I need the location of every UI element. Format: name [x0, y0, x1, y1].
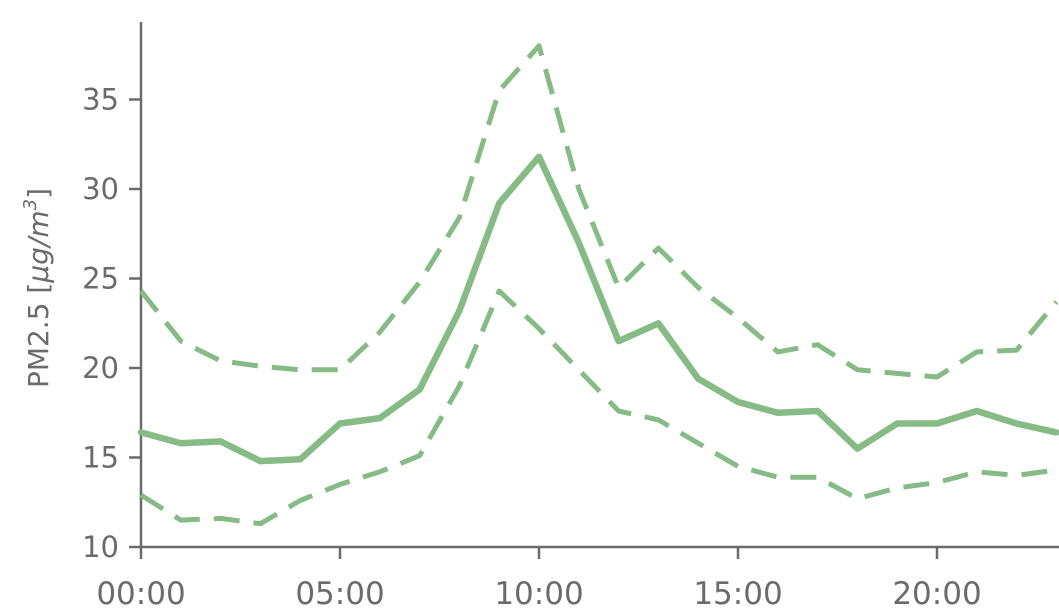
y-tick-label: 30	[82, 172, 119, 206]
y-axis-label-base: PM2.5 [	[22, 283, 55, 388]
y-axis-label: PM2.5 [μg/m3]	[20, 188, 55, 388]
x-tick-label: 05:00	[295, 576, 384, 612]
series-mean-line	[137, 153, 1059, 465]
y-tick-label: 15	[82, 441, 119, 475]
series-upper-dashed-line	[139, 43, 1059, 380]
x-ticks: 00:00 05:00 10:00 15:00 20:00	[96, 547, 982, 612]
x-tick-label: 10:00	[494, 576, 583, 612]
y-tick-label: 25	[82, 262, 119, 296]
series-group	[137, 43, 1059, 527]
y-axis-label-close: ]	[22, 188, 55, 199]
y-tick-label: 35	[82, 83, 119, 117]
x-tick-label: 00:00	[96, 576, 185, 612]
y-tick-label: 10	[82, 530, 119, 564]
series-lower-dashed-line	[139, 288, 1057, 527]
y-ticks: 10 15 20 25 30 35	[82, 83, 141, 564]
y-axis-label-unit-g: g/m	[22, 210, 55, 264]
axes	[139, 22, 1059, 549]
x-tick-label: 20:00	[892, 576, 981, 612]
y-axis-label-unit-mu: μ	[22, 265, 55, 284]
x-tick-label: 15:00	[693, 576, 782, 612]
y-axis-label-unit-exp: 3	[20, 199, 41, 210]
y-tick-label: 20	[82, 351, 119, 385]
